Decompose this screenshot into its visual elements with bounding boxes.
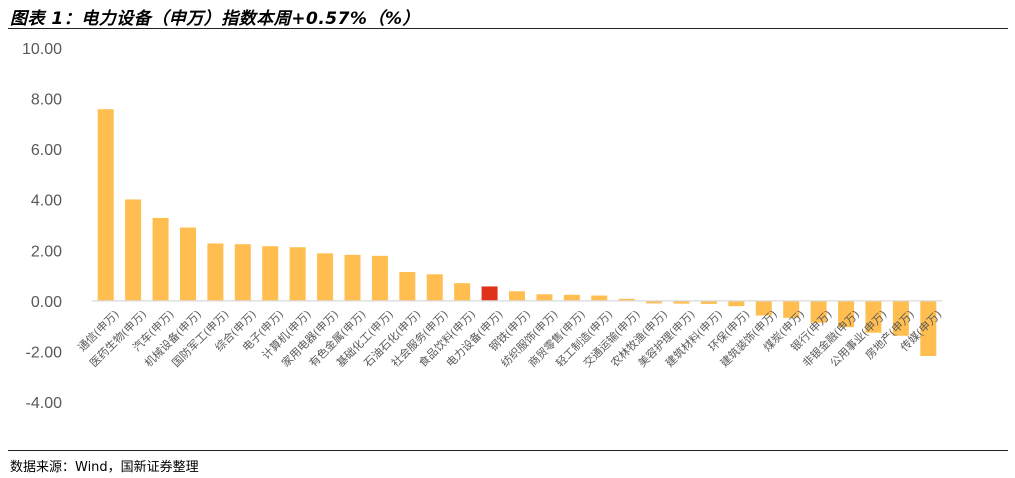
bar [426, 274, 443, 301]
bar [262, 246, 279, 301]
bar [371, 255, 388, 301]
bar [618, 298, 635, 301]
bar [481, 286, 498, 301]
bar [97, 109, 114, 301]
bar [536, 294, 553, 301]
y-tick-label: 0.00 [31, 294, 62, 311]
title-divider [8, 28, 1008, 29]
y-tick-label: -2.00 [26, 344, 63, 361]
bar [344, 254, 361, 301]
bar [673, 300, 690, 304]
bar [563, 294, 580, 301]
bar [179, 227, 196, 301]
bar [454, 283, 471, 301]
bar [755, 300, 772, 316]
bar [920, 300, 937, 356]
bar [892, 300, 909, 336]
y-tick-label: -4.00 [26, 395, 63, 412]
y-tick-label: 8.00 [31, 92, 62, 109]
chart-title: 图表 1：电力设备（申万）指数本周+0.57%（%） [10, 9, 421, 29]
bar [865, 300, 882, 333]
bar [591, 295, 608, 301]
y-tick-label: 4.00 [31, 193, 62, 210]
bar [646, 300, 663, 304]
y-tick-label: 10.00 [22, 41, 62, 58]
bar [399, 272, 416, 301]
data-source: 数据来源：Wind，国新证券整理 [10, 460, 199, 475]
bar [509, 291, 525, 301]
bar [207, 243, 224, 301]
chart-plot: 10.008.006.004.002.000.00-2.00-4.00通信(申万… [22, 41, 944, 412]
bar [152, 217, 169, 301]
y-tick-label: 2.00 [31, 243, 62, 260]
bar [234, 244, 251, 301]
bar [317, 253, 334, 301]
footer-divider [8, 450, 1008, 451]
bar [810, 300, 827, 323]
y-tick-label: 6.00 [31, 142, 62, 159]
bar [289, 247, 306, 301]
bar [700, 300, 717, 304]
bar [728, 300, 745, 307]
bar [838, 300, 855, 328]
bar [125, 199, 142, 301]
bar [783, 300, 800, 318]
